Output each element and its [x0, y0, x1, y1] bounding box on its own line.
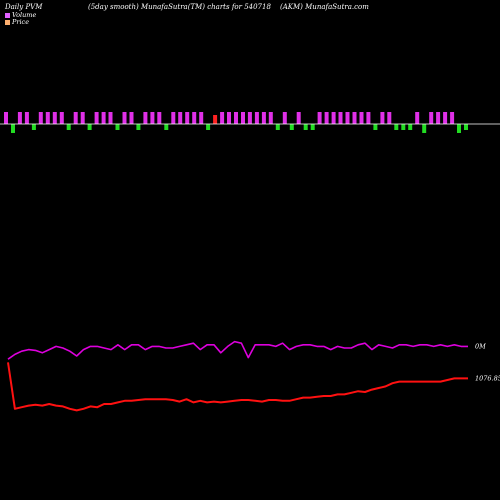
- volume-bar: [220, 112, 225, 124]
- chart-header-right: (AKM) MunafaSutra.com: [280, 3, 369, 11]
- volume-bar: [268, 112, 273, 124]
- volume-bar: [422, 124, 427, 133]
- volume-bars: [4, 112, 468, 133]
- legend-swatch-price: [5, 19, 10, 25]
- volume-bar: [80, 112, 85, 124]
- volume-bar: [24, 112, 29, 124]
- volume-bar: [17, 112, 22, 124]
- volume-bar: [331, 112, 336, 124]
- volume-bar: [178, 112, 183, 124]
- volume-bar: [59, 112, 64, 124]
- volume-bar: [380, 112, 385, 124]
- volume-bar: [359, 112, 364, 124]
- volume-bar: [206, 124, 211, 130]
- legend-label-volume: Volume: [12, 11, 37, 19]
- volume-bar: [345, 112, 350, 124]
- price-line: [7, 362, 468, 412]
- volume-bar: [66, 124, 71, 130]
- volume-bar: [241, 112, 245, 124]
- volume-bar: [373, 124, 378, 130]
- volume-bar: [38, 112, 43, 124]
- volume-bar: [227, 112, 231, 124]
- volume-bar: [247, 112, 252, 124]
- volume-bar: [254, 112, 259, 124]
- legend-item-volume: Volume: [5, 11, 36, 19]
- volume-bar: [108, 112, 113, 124]
- volume-bar: [457, 124, 461, 133]
- volume-bar: [352, 112, 357, 124]
- volume-bar: [394, 124, 399, 130]
- volume-bar: [436, 112, 441, 124]
- volume-bar: [157, 112, 162, 124]
- legend-label-price: Price: [12, 18, 30, 26]
- volume-bar: [150, 112, 155, 124]
- volume-bar: [73, 112, 78, 124]
- volume-bar: [429, 112, 434, 124]
- volume-bar: [296, 112, 301, 124]
- volume-bar: [338, 112, 343, 124]
- volume-bar: [415, 112, 420, 124]
- volume-bar: [129, 112, 134, 124]
- volume-bar: [213, 115, 218, 124]
- volume-bar: [115, 124, 120, 130]
- volume-bar: [94, 112, 99, 124]
- volume-bar: [310, 124, 315, 130]
- volume-bar: [366, 112, 371, 124]
- volume-bar: [450, 112, 455, 124]
- legend-swatch-volume: [5, 12, 10, 18]
- pvm-line-label: 0M: [475, 342, 486, 350]
- pvm-line: [7, 340, 468, 360]
- volume-bar: [4, 112, 8, 124]
- volume-bar: [164, 124, 169, 130]
- price-line-label: 1076.85: [475, 374, 500, 382]
- volume-bar: [289, 124, 294, 130]
- volume-bar: [143, 112, 148, 124]
- volume-bar: [324, 112, 329, 124]
- volume-bar: [11, 124, 15, 133]
- volume-bar: [317, 112, 322, 124]
- legend-item-price: Price: [5, 18, 29, 26]
- volume-bar: [282, 112, 287, 124]
- volume-bar: [401, 124, 406, 130]
- line-series: [7, 340, 468, 412]
- volume-bar: [303, 124, 308, 130]
- volume-bar: [464, 124, 468, 130]
- volume-bar: [101, 112, 106, 124]
- volume-bar: [199, 112, 204, 124]
- chart-header-center: (5day smooth) MunafaSutra(TM) charts for…: [88, 3, 271, 11]
- volume-bar: [136, 124, 141, 130]
- volume-bar: [171, 112, 176, 124]
- volume-bar: [387, 112, 392, 124]
- volume-bar: [192, 112, 197, 124]
- volume-bar: [443, 112, 448, 124]
- chart-header-left: Daily PVM: [5, 3, 43, 11]
- volume-bar: [234, 112, 238, 124]
- volume-bar: [275, 124, 280, 130]
- volume-bar: [31, 124, 36, 130]
- volume-bar: [45, 112, 50, 124]
- volume-bar: [122, 112, 127, 124]
- volume-bar: [87, 124, 92, 130]
- volume-bar: [261, 112, 266, 124]
- volume-bar: [185, 112, 190, 124]
- volume-bar: [408, 124, 413, 130]
- volume-bar: [52, 112, 57, 124]
